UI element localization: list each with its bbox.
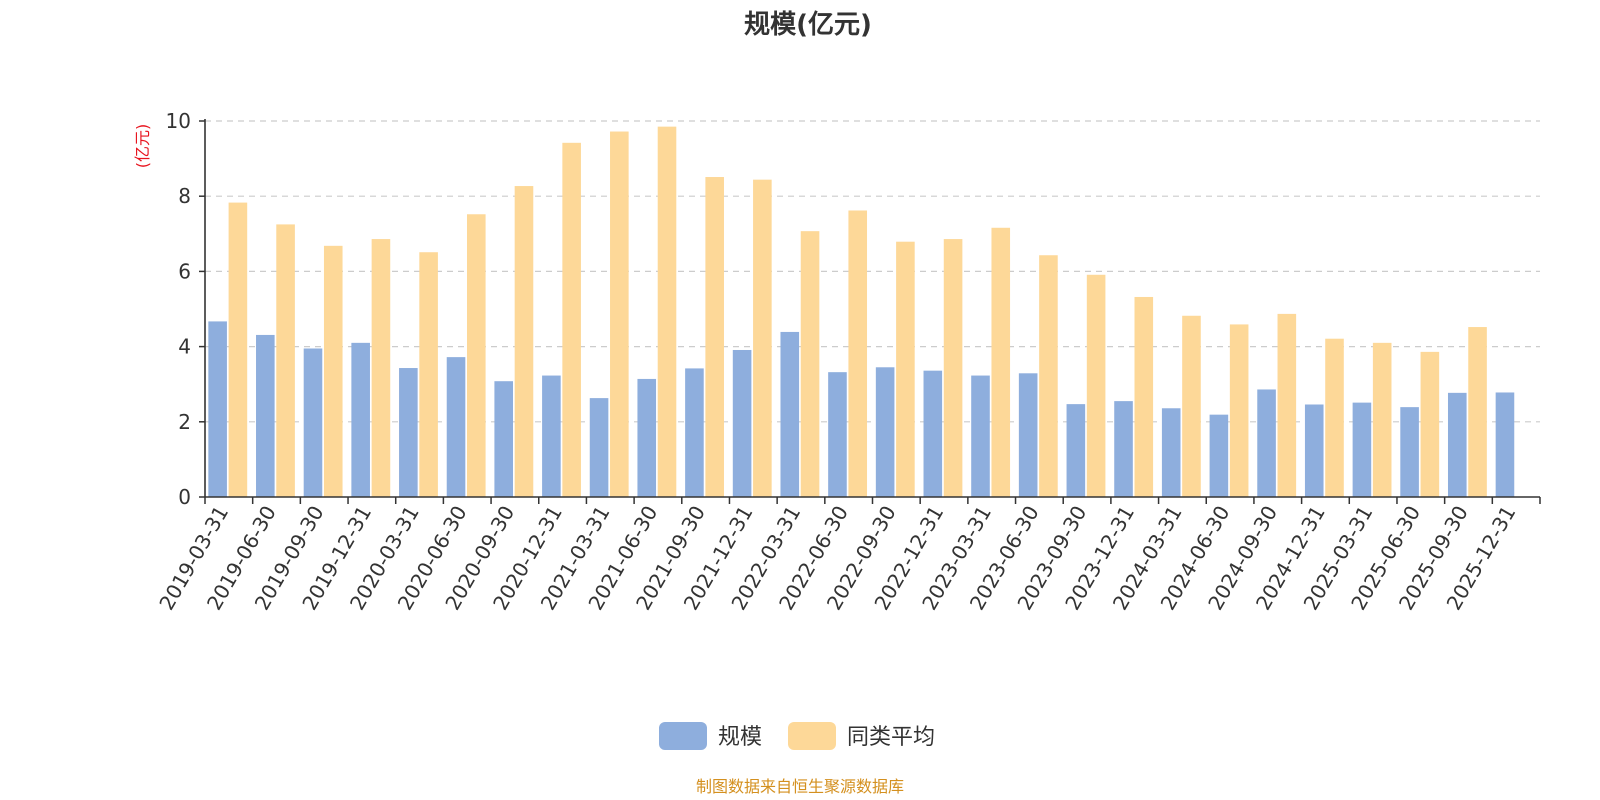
bar-规模-2022-12-31[interactable] bbox=[923, 370, 943, 497]
bar-同类平均-2023-09-30[interactable] bbox=[1086, 274, 1106, 497]
bar-规模-2025-06-30[interactable] bbox=[1400, 407, 1419, 497]
bar-规模-2021-03-31[interactable] bbox=[589, 398, 609, 497]
y-tick-label: 0 bbox=[178, 485, 191, 509]
bar-同类平均-2023-06-30[interactable] bbox=[1039, 255, 1058, 497]
bar-规模-2025-03-31[interactable] bbox=[1352, 402, 1372, 497]
y-tick-label: 4 bbox=[178, 335, 191, 359]
legend-swatch-同类平均[interactable] bbox=[788, 722, 836, 750]
bar-同类平均-2020-12-31[interactable] bbox=[562, 142, 581, 498]
bar-同类平均-2021-09-30[interactable] bbox=[705, 177, 724, 498]
bar-同类平均-2020-09-30[interactable] bbox=[514, 186, 534, 497]
bar-同类平均-2025-09-30[interactable] bbox=[1468, 327, 1487, 497]
legend-label-同类平均[interactable]: 同类平均 bbox=[847, 725, 935, 750]
bar-同类平均-2022-06-30[interactable] bbox=[848, 210, 868, 497]
bar-同类平均-2023-03-31[interactable] bbox=[991, 227, 1011, 497]
bar-同类平均-2023-12-31[interactable] bbox=[1134, 296, 1154, 497]
legend[interactable]: 规模 同类平均 bbox=[659, 722, 935, 750]
bar-规模-2021-09-30[interactable] bbox=[685, 368, 704, 497]
bar-规模-2023-12-31[interactable] bbox=[1114, 401, 1133, 497]
source-note: 制图数据来自恒生聚源数据库 bbox=[696, 777, 904, 796]
y-tick-label: 2 bbox=[178, 410, 191, 434]
bar-同类平均-2021-12-31[interactable] bbox=[753, 179, 772, 497]
bar-同类平均-2020-03-31[interactable] bbox=[419, 252, 438, 497]
bar-同类平均-2019-12-31[interactable] bbox=[371, 239, 391, 497]
bar-同类平均-2022-03-31[interactable] bbox=[800, 231, 820, 497]
bar-规模-2020-09-30[interactable] bbox=[494, 381, 514, 497]
bar-规模-2024-12-31[interactable] bbox=[1304, 404, 1324, 497]
bar-规模-2022-06-30[interactable] bbox=[828, 372, 847, 497]
bar-同类平均-2021-03-31[interactable] bbox=[610, 131, 629, 497]
bar-同类平均-2024-06-30[interactable] bbox=[1229, 324, 1249, 497]
bar-规模-2023-03-31[interactable] bbox=[971, 375, 990, 497]
y-tick-label: 10 bbox=[166, 109, 191, 133]
legend-swatch-规模[interactable] bbox=[659, 722, 707, 750]
bar-同类平均-2020-06-30[interactable] bbox=[466, 214, 486, 498]
bar-规模-2021-06-30[interactable] bbox=[637, 378, 657, 497]
bar-同类平均-2022-12-31[interactable] bbox=[943, 239, 963, 497]
bar-规模-2024-09-30[interactable] bbox=[1257, 389, 1276, 497]
chart-title: 规模(亿元) bbox=[744, 10, 872, 40]
bar-同类平均-2019-03-31[interactable] bbox=[228, 202, 248, 498]
bar-同类平均-2024-09-30[interactable] bbox=[1277, 313, 1297, 497]
bar-同类平均-2024-12-31[interactable] bbox=[1325, 338, 1344, 497]
bar-规模-2020-06-30[interactable] bbox=[446, 357, 466, 497]
bar-同类平均-2019-06-30[interactable] bbox=[276, 224, 295, 497]
bar-规模-2022-09-30[interactable] bbox=[875, 367, 895, 497]
bar-同类平均-2021-06-30[interactable] bbox=[657, 126, 677, 497]
bar-规模-2019-12-31[interactable] bbox=[351, 342, 370, 497]
y-axis-label: (亿元) bbox=[133, 124, 152, 169]
y-tick-label: 6 bbox=[178, 259, 191, 283]
bar-同类平均-2019-09-30[interactable] bbox=[323, 245, 343, 497]
bar-同类平均-2025-03-31[interactable] bbox=[1372, 342, 1392, 497]
bar-规模-2019-03-31[interactable] bbox=[208, 321, 227, 497]
bar-规模-2024-06-30[interactable] bbox=[1209, 414, 1229, 497]
bar-规模-2025-12-31[interactable] bbox=[1495, 392, 1515, 497]
bar-同类平均-2024-03-31[interactable] bbox=[1182, 315, 1201, 497]
legend-label-规模[interactable]: 规模 bbox=[718, 725, 762, 750]
bar-规模-2024-03-31[interactable] bbox=[1161, 408, 1181, 497]
bar-规模-2022-03-31[interactable] bbox=[780, 331, 800, 497]
bar-规模-2025-09-30[interactable] bbox=[1447, 392, 1467, 497]
bar-规模-2020-12-31[interactable] bbox=[542, 375, 561, 497]
bar-规模-2021-12-31[interactable] bbox=[732, 349, 752, 497]
bars bbox=[208, 126, 1515, 498]
bar-规模-2019-06-30[interactable] bbox=[256, 334, 275, 497]
bar-同类平均-2025-06-30[interactable] bbox=[1420, 351, 1440, 497]
bar-规模-2019-09-30[interactable] bbox=[303, 348, 323, 497]
y-tick-label: 8 bbox=[178, 184, 191, 208]
bar-同类平均-2022-09-30[interactable] bbox=[896, 241, 915, 497]
bar-规模-2020-03-31[interactable] bbox=[399, 368, 418, 497]
bar-规模-2023-06-30[interactable] bbox=[1018, 373, 1038, 497]
bar-规模-2023-09-30[interactable] bbox=[1066, 404, 1086, 497]
